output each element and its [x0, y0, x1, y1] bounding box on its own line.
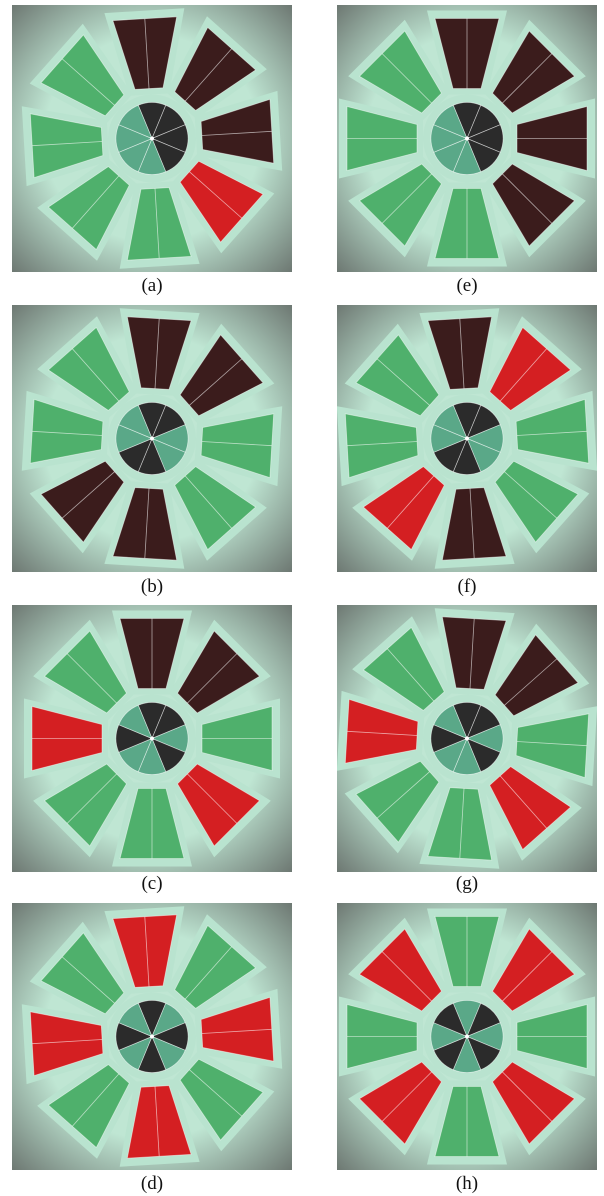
panel-image: [12, 605, 292, 872]
panel-image: [12, 5, 292, 272]
panel-label: (e): [407, 275, 527, 297]
figure: (a) (e) (b) (f) (c) (g) (d) (h): [0, 0, 604, 1196]
panel-image: [12, 903, 292, 1170]
hub-center: [150, 437, 154, 441]
panel-label: (a): [92, 275, 212, 297]
hub-center: [150, 737, 154, 741]
panel-image: [337, 903, 597, 1170]
panel-image: [337, 305, 597, 572]
hub-center: [465, 137, 469, 141]
panel-label: (b): [92, 576, 212, 598]
panel-image: [337, 5, 597, 272]
panel-label: (g): [407, 873, 527, 895]
panel-image: [12, 305, 292, 572]
panel-label: (h): [407, 1173, 527, 1195]
hub-center: [465, 437, 469, 441]
hub-center: [150, 1035, 154, 1039]
panel-label: (d): [92, 1173, 212, 1195]
panel-label: (f): [407, 576, 527, 598]
panel-label: (c): [92, 873, 212, 895]
hub-center: [150, 137, 154, 141]
hub-center: [465, 737, 469, 741]
hub-center: [465, 1035, 469, 1039]
panel-image: [337, 605, 597, 872]
